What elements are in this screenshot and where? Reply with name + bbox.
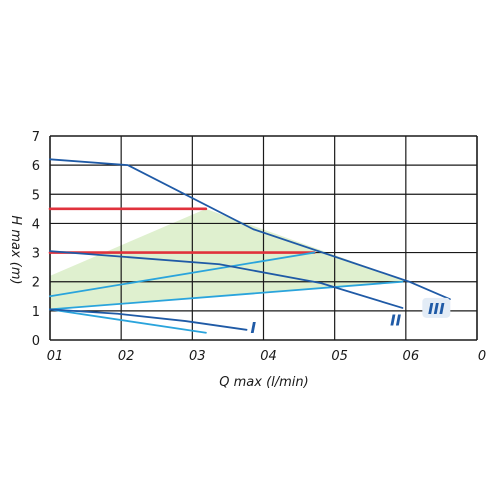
- grid-layer: [49, 135, 478, 341]
- series-label-I: I: [251, 319, 257, 337]
- y-tick-label: 5: [32, 188, 40, 203]
- series-label-III: III: [428, 300, 445, 318]
- curve-light: [49, 280, 404, 311]
- curve-light: [49, 308, 207, 334]
- x-tick-label: 05: [331, 349, 348, 364]
- x-tick-label: 04: [260, 349, 277, 364]
- y-tick-label: 6: [32, 159, 40, 174]
- curve-II: [49, 250, 404, 309]
- y-tick-labels: 0 1 2 3 4 5 6 7: [32, 130, 40, 349]
- series-layer: [48, 158, 451, 334]
- y-tick-label: 3: [32, 247, 40, 262]
- x-tick-label: 0: [478, 349, 486, 364]
- x-tick-label: 06: [403, 349, 420, 364]
- curve-III: [49, 158, 451, 301]
- y-tick-label: 0: [32, 334, 40, 349]
- curve-I: [49, 308, 248, 331]
- x-tick-labels: 01 02 03 04 05 06 0: [47, 349, 486, 364]
- series-label-badge: [422, 297, 451, 318]
- y-tick-label: 1: [32, 305, 40, 320]
- y-tick-label: 7: [32, 130, 40, 145]
- operating-area: [50, 208, 410, 310]
- x-tick-label: 02: [118, 349, 135, 364]
- x-tick-label: 01: [47, 349, 64, 364]
- curve-light: [49, 251, 316, 298]
- series-label-II: II: [390, 312, 402, 330]
- x-tick-label: 03: [189, 349, 206, 364]
- y-tick-label: 4: [32, 217, 40, 232]
- operating-area-layer: [50, 208, 410, 310]
- x-axis-label: Q max (l/min): [219, 375, 308, 390]
- y-axis-label: H max (m): [8, 215, 23, 284]
- y-tick-label: 2: [32, 276, 40, 291]
